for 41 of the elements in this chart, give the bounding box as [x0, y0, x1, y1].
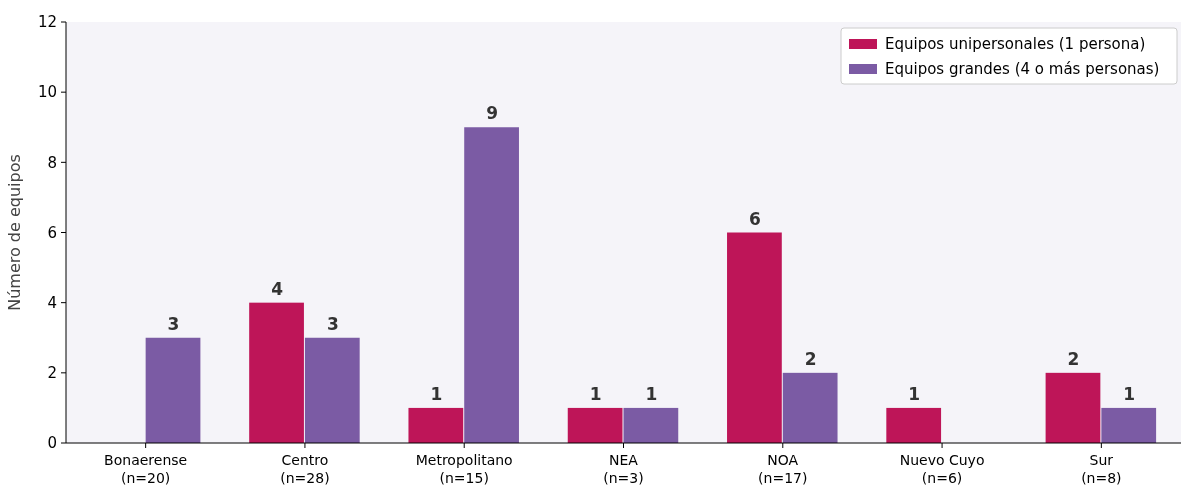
bar — [886, 407, 942, 443]
data-label: 3 — [326, 313, 339, 334]
x-tick-label: NEA (n=3) — [603, 452, 644, 486]
bar — [1101, 407, 1157, 443]
data-label: 1 — [908, 383, 921, 404]
y-tick-label: 2 — [47, 364, 57, 383]
bar — [249, 302, 304, 443]
y-tick-label: 12 — [37, 13, 57, 32]
y-axis-title: Número de equipos — [5, 154, 24, 311]
data-label: 1 — [1123, 383, 1136, 404]
bar — [464, 127, 519, 443]
bar — [623, 407, 679, 443]
x-tick-label: NOA (n=17) — [758, 452, 808, 486]
x-tick-label: Nuevo Cuyo (n=6) — [899, 452, 985, 486]
y-tick-label: 10 — [37, 83, 57, 102]
y-tick-label: 6 — [47, 223, 57, 242]
data-label: 1 — [430, 383, 443, 404]
x-tick-label: Metropolitano (n=15) — [415, 452, 513, 486]
legend-label: Equipos unipersonales (1 persona) — [885, 35, 1146, 54]
data-label: 3 — [167, 313, 180, 334]
y-tick-label: 0 — [47, 434, 57, 453]
bar — [304, 337, 360, 443]
data-label: 9 — [486, 103, 499, 124]
y-tick-label: 4 — [47, 293, 57, 312]
bar — [782, 372, 838, 443]
data-label: 4 — [271, 278, 284, 299]
data-label: 1 — [589, 383, 602, 404]
y-tick-label: 8 — [47, 153, 57, 172]
data-label: 2 — [804, 348, 817, 369]
x-tick-label: Sur (n=8) — [1081, 452, 1122, 486]
bar — [567, 407, 623, 443]
bar — [1045, 372, 1101, 443]
bar — [727, 232, 782, 443]
bar — [145, 337, 201, 443]
data-label: 6 — [748, 208, 761, 229]
data-label: 2 — [1067, 348, 1080, 369]
x-tick-label: Bonaerense (n=20) — [104, 452, 188, 486]
data-label: 1 — [645, 383, 658, 404]
x-tick-label: Centro (n=28) — [280, 452, 330, 486]
legend-label: Equipos grandes (4 o más personas) — [885, 60, 1160, 79]
bar — [408, 407, 464, 443]
